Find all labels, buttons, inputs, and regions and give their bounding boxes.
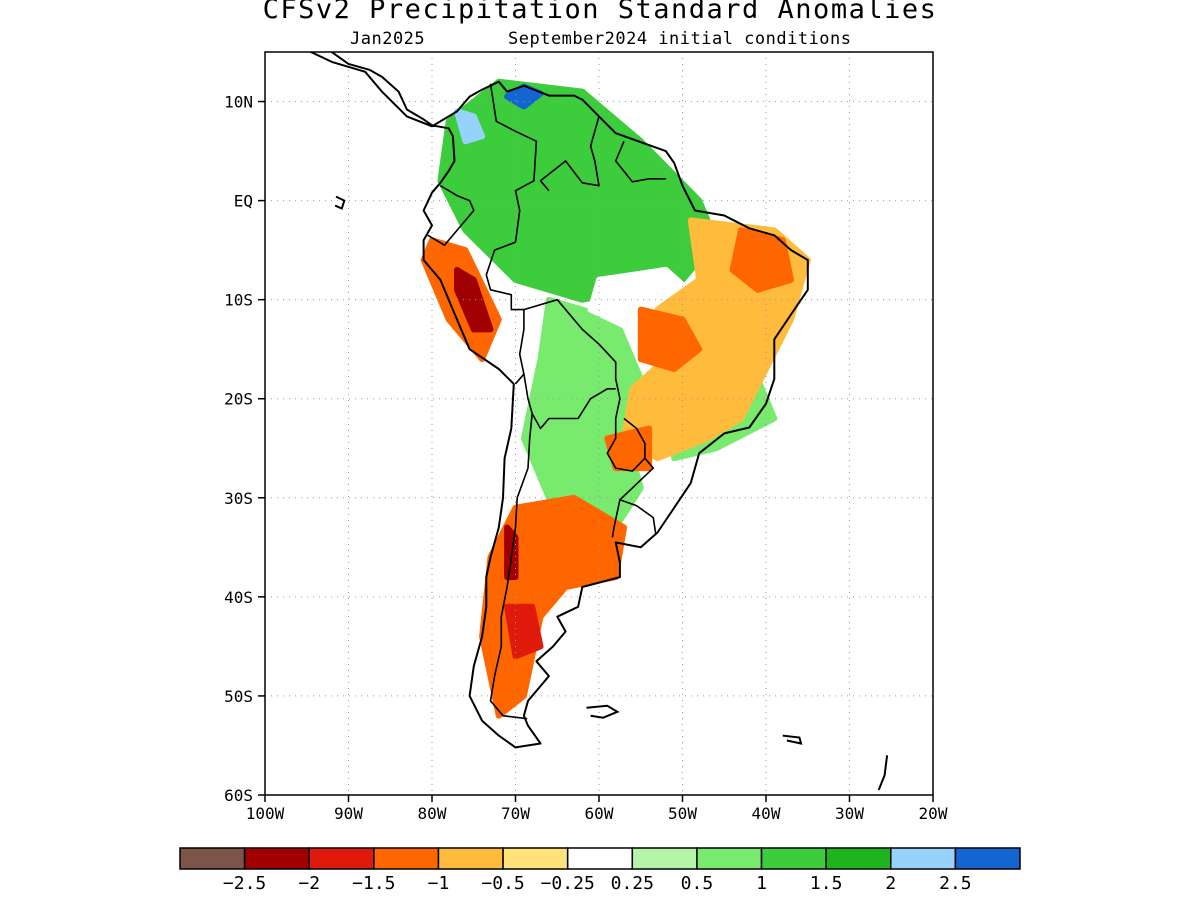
anomaly-peru-strong-dry	[454, 266, 494, 333]
colorbar-swatch	[437, 847, 504, 870]
country-border-2	[614, 140, 666, 183]
lat-tick-label: 10N	[224, 93, 253, 112]
island-2	[334, 195, 346, 210]
lat-tick-label: 60S	[224, 786, 253, 805]
colorbar-swatch	[954, 847, 1021, 870]
lat-tick-label: 50S	[224, 687, 253, 706]
lon-tick-label: 30W	[835, 804, 864, 823]
lon-tick-label: 70W	[501, 804, 530, 823]
lon-tick-label: 50W	[668, 804, 697, 823]
anomaly-patagonia-strong-dry	[504, 603, 544, 660]
colorbar-label: 2	[885, 873, 896, 894]
colorbar-swatch	[308, 847, 375, 870]
south-america-coast	[308, 52, 809, 749]
country-border-7	[606, 417, 646, 472]
anomaly-ne-brazil-strong-dry	[729, 227, 794, 293]
lat-tick-label: EQ	[234, 192, 253, 211]
lon-tick-label: 40W	[752, 804, 781, 823]
colorbar-label: −2.5	[223, 873, 266, 894]
country-border-0	[489, 83, 538, 243]
country-border-9	[611, 499, 621, 538]
anomaly-colombia-very-wet	[454, 108, 486, 145]
island-3	[877, 755, 889, 791]
colorbar-label: 0.5	[681, 873, 714, 894]
lon-tick-label: 100W	[246, 804, 285, 823]
lat-tick-label: 40S	[224, 588, 253, 607]
colorbar-label: 1.5	[810, 873, 843, 894]
lat-tick-label: 10S	[224, 291, 253, 310]
colorbar-swatch	[179, 847, 246, 870]
colorbar-swatch	[566, 847, 634, 870]
country-border-3	[427, 185, 475, 246]
colorbar-label: −2	[298, 873, 320, 894]
country-border-6	[523, 373, 616, 430]
island-1	[782, 734, 803, 745]
anomaly-northern-wet-region	[437, 78, 719, 303]
colorbar-swatch	[373, 847, 440, 870]
colorbar-swatch	[696, 847, 763, 870]
colorbar-label: −1.5	[352, 873, 395, 894]
lon-tick-label: 80W	[418, 804, 447, 823]
colorbar-label: −0.25	[541, 873, 595, 894]
lon-tick-label: 90W	[334, 804, 363, 823]
colorbar-swatch	[631, 847, 698, 870]
colorbar-swatch	[760, 847, 827, 870]
anomaly-southern-wet-region	[520, 296, 644, 531]
lon-tick-label: 60W	[585, 804, 614, 823]
country-border-4	[485, 241, 525, 385]
init-conditions-label: September2024 initial conditions	[508, 29, 852, 49]
lat-tick-label: 20S	[224, 390, 253, 409]
country-border-10	[489, 413, 533, 720]
coastline	[308, 52, 889, 791]
colorbar-label: −1	[428, 873, 450, 894]
colorbar-swatch	[243, 847, 310, 870]
island-0	[586, 704, 620, 719]
colorbar-swatch	[502, 847, 569, 870]
country-border-5	[523, 298, 621, 419]
anomaly-venezuela-very-wet	[504, 83, 544, 110]
colorbar-swatch	[890, 847, 957, 870]
colorbar-label: 1	[756, 873, 767, 894]
chart-title: CFSv2 Precipitation Standard Anomalies	[262, 0, 938, 25]
colorbar-swatch	[825, 847, 892, 870]
lat-tick-label: 30S	[224, 489, 253, 508]
colorbar-label: 2.5	[939, 873, 972, 894]
lon-tick-label: 20W	[919, 804, 948, 823]
colorbar-label: −0.5	[481, 873, 524, 894]
anomaly-mato-grosso-strong-dry	[637, 306, 703, 372]
colorbar: −2.5 −2 −1.5 −1 −0.5 −0.25 0.25 0.5 1 1.5 2 2.5	[179, 847, 1021, 894]
valid-month-label: Jan2025	[350, 29, 426, 49]
anomaly-paraguay-dry	[604, 425, 653, 472]
colorbar-label: 0.25	[611, 873, 654, 894]
country-border-1	[539, 116, 600, 192]
